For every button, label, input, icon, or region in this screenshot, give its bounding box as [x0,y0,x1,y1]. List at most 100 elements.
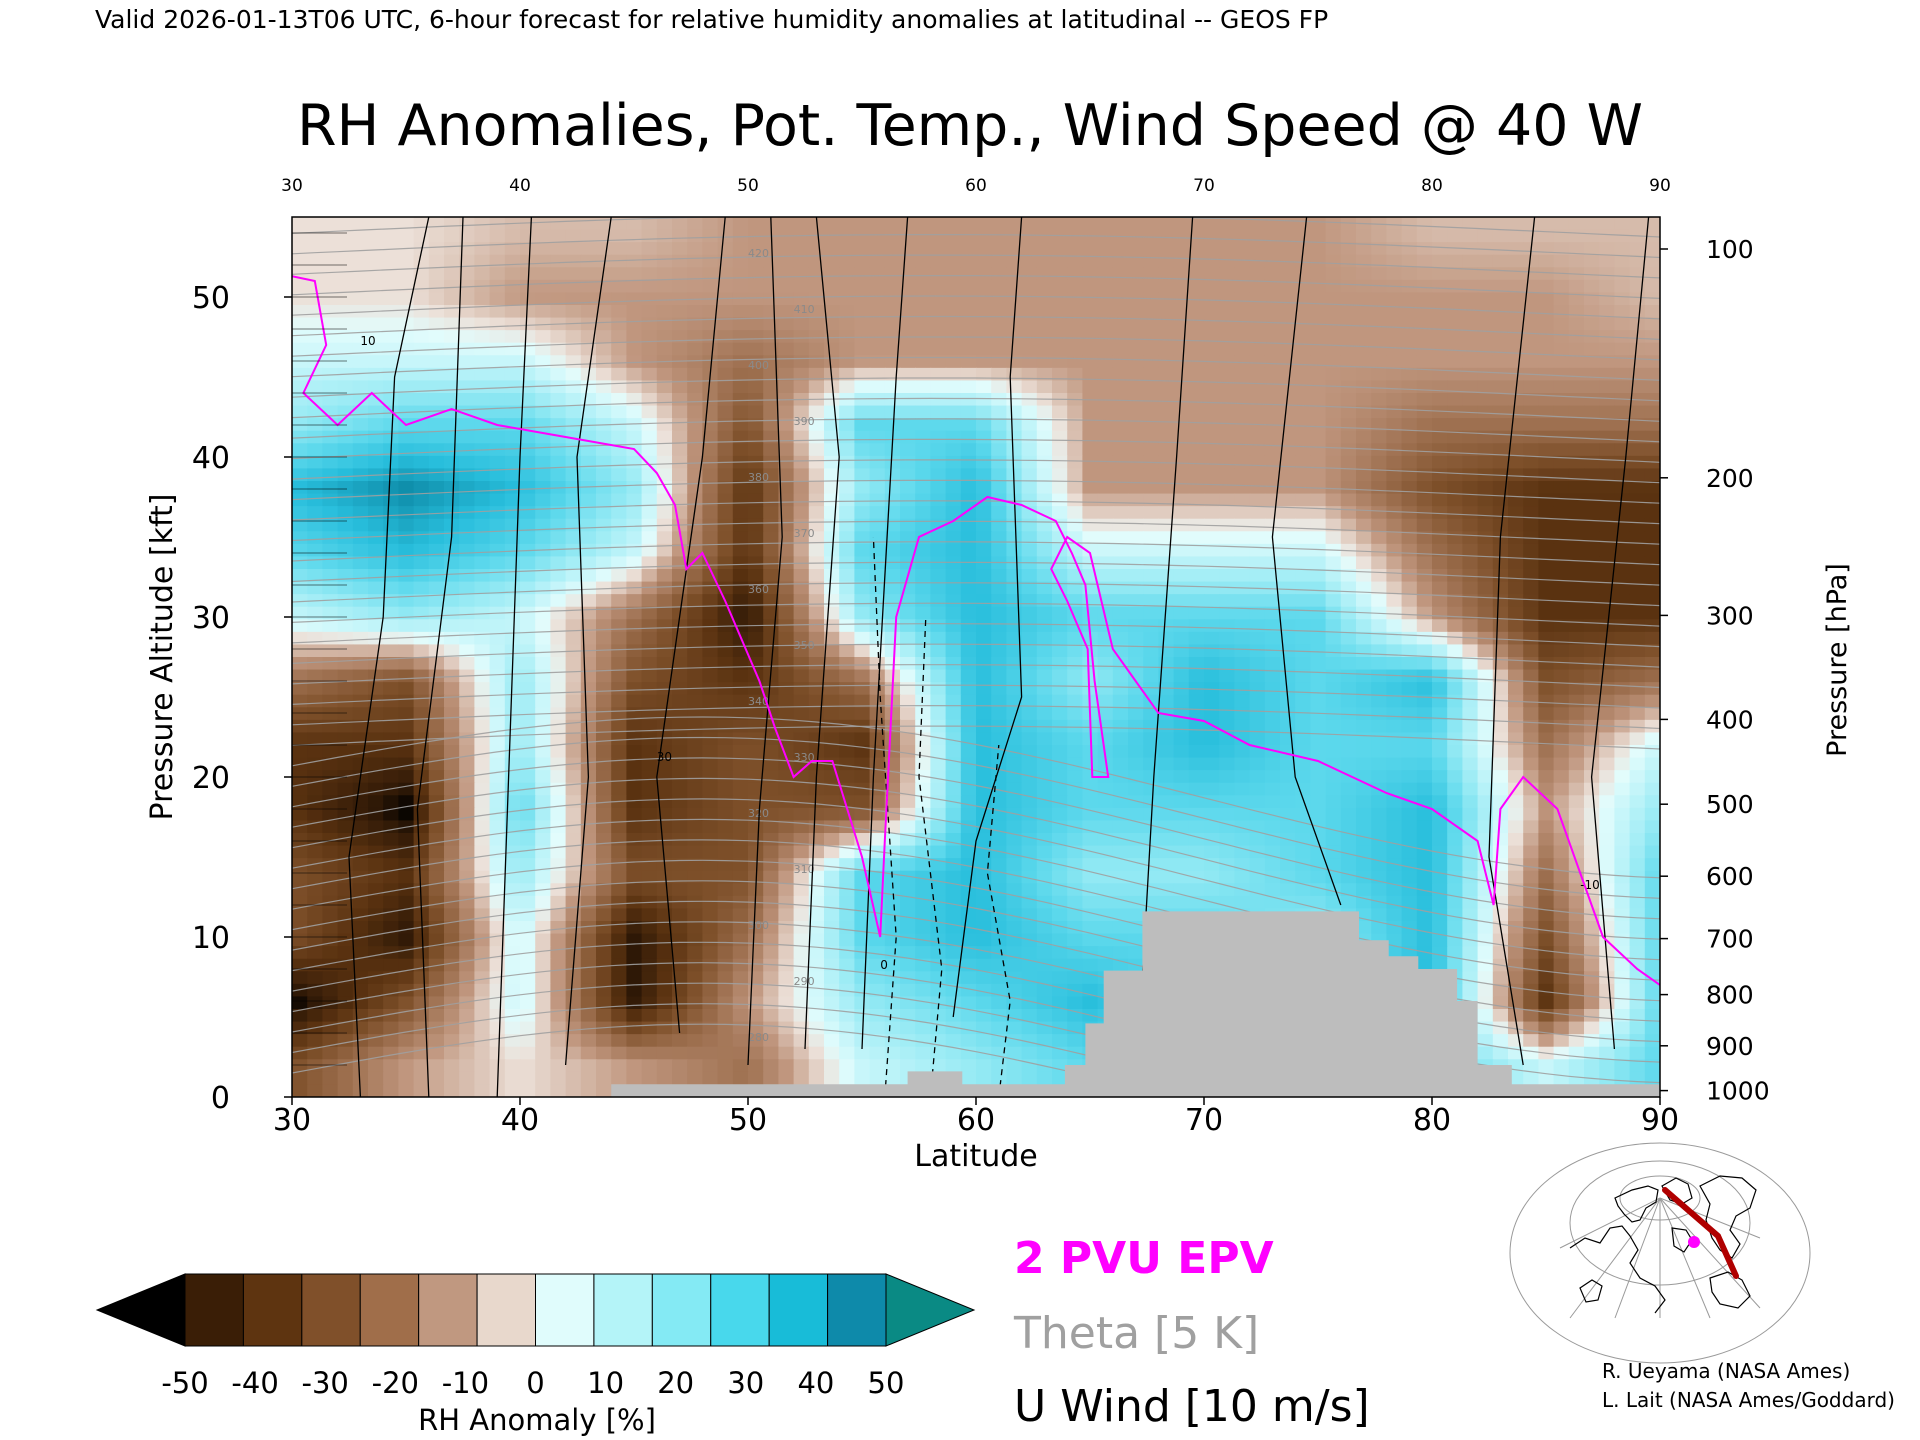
rh-cell [1006,443,1023,457]
rh-cell [1508,405,1524,419]
rh-cell [1204,795,1220,809]
rh-cell [1082,606,1099,621]
rh-cell [611,833,628,847]
rh-cell [915,405,932,419]
rh-cell [1067,732,1084,746]
rh-cell [1401,619,1418,633]
rh-cell [748,493,764,507]
rh-cell [1416,430,1433,445]
rh-cell [413,342,430,357]
rh-cell [1356,506,1372,520]
rh-cell [1629,581,1646,595]
rh-cell [1553,619,1570,633]
rh-cell [1188,669,1205,683]
rh-cell [869,518,886,533]
rh-cell [793,782,810,797]
rh-cell [444,732,460,746]
rh-cell [991,543,1008,558]
rh-cell [1234,317,1251,331]
rh-cell [1158,279,1175,294]
rh-cell [778,845,795,859]
rh-cell [763,820,780,834]
rh-cell [292,858,308,872]
rh-cell [824,694,840,709]
rh-cell [368,455,384,470]
rh-cell [641,481,658,495]
rh-cell [824,657,840,671]
rh-cell [869,481,886,495]
rh-cell [915,518,932,533]
rh-cell [672,493,688,507]
rh-cell [1036,657,1053,671]
rh-cell [1006,895,1023,910]
rh-cell [656,317,673,331]
rh-cell [748,292,764,306]
rh-cell [900,367,916,382]
rh-cell [1492,418,1509,432]
rh-cell [1340,858,1357,872]
rh-cell [1538,292,1555,306]
rh-cell [474,393,491,407]
rh-cell [1477,644,1494,658]
rh-cell [915,342,932,357]
rh-cell [1432,405,1448,419]
rh-cell [1204,330,1220,344]
rh-cell [383,493,400,507]
rh-cell [1204,493,1220,507]
rh-cell [383,305,400,319]
rh-cell [687,355,704,369]
rh-cell [535,481,552,495]
rh-cell [1234,481,1251,495]
rh-cell [824,229,840,243]
rh-cell [793,631,810,646]
rh-cell [641,719,658,734]
rh-cell [732,682,749,696]
rh-cell [1477,657,1494,671]
rh-cell [474,367,491,382]
rh-cell [565,305,582,319]
rh-cell [839,682,856,696]
rh-cell [930,707,947,721]
rh-cell [824,669,840,683]
rh-cell [1082,594,1099,608]
rh-cell [1644,455,1660,470]
rh-cell [1280,292,1296,306]
rh-cell [1052,694,1068,709]
rh-cell [322,317,339,331]
rh-cell [884,845,901,859]
rh-cell [702,443,719,457]
rh-cell [626,870,643,885]
rh-cell [1492,254,1509,269]
rh-cell [930,317,947,331]
rh-cell [1067,883,1084,897]
rh-cell [1356,833,1372,847]
rh-cell [1416,858,1433,872]
rh-cell [945,606,962,621]
rh-cell [626,694,643,709]
rh-cell [1036,807,1053,822]
rh-cell [520,895,536,910]
rh-cell [1553,342,1570,357]
rh-cell [656,732,673,746]
rh-cell [945,883,962,897]
rh-cell [1173,267,1190,281]
rh-cell [596,606,612,621]
rh-cell [1264,279,1281,294]
rh-cell [945,732,962,746]
rh-cell [1508,242,1524,256]
rh-cell [641,858,658,872]
rh-cell [368,518,384,533]
rh-cell [641,619,658,633]
rh-cell [778,833,795,847]
rh-cell [960,619,977,633]
rh-cell [824,518,840,533]
rh-cell [444,229,460,243]
rh-cell [504,682,521,696]
rh-cell [1553,606,1570,621]
rh-cell [1356,330,1372,344]
rh-cell [1158,317,1175,331]
rh-cell [1492,430,1509,445]
rh-cell [672,355,688,369]
rh-cell [900,393,916,407]
rh-cell [1143,845,1160,859]
